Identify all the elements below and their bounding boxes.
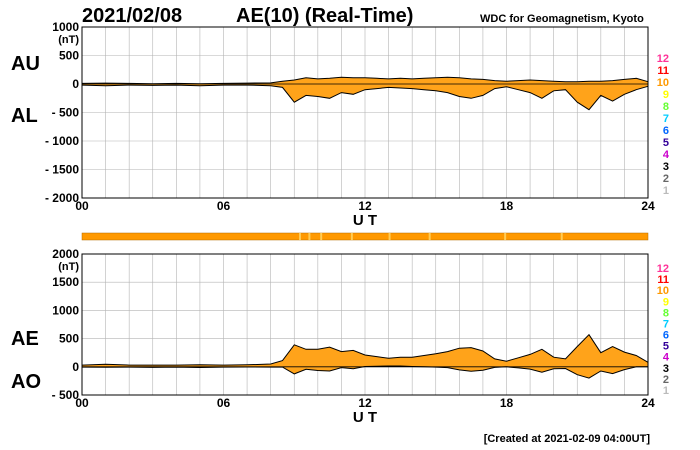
y-tick-label: 0 bbox=[72, 360, 79, 374]
x-tick-label: 18 bbox=[500, 199, 514, 213]
date-title: 2021/02/08 bbox=[82, 5, 182, 27]
x-tick-label: 06 bbox=[217, 396, 231, 410]
level-scale-label: 5 bbox=[663, 137, 669, 149]
chart-title: AE(10) (Real-Time) bbox=[236, 5, 413, 27]
y-tick-label: - 2000 bbox=[45, 191, 79, 205]
level-scale-label: 5 bbox=[663, 341, 669, 353]
level-scale-label: 11 bbox=[657, 65, 669, 77]
level-scale-label: 9 bbox=[663, 296, 669, 308]
plot-frame bbox=[81, 26, 649, 199]
level-scale-label: 11 bbox=[657, 274, 669, 286]
level-scale-label: 10 bbox=[657, 77, 669, 89]
level-scale-label: 12 bbox=[657, 263, 669, 275]
series-side-label-ae: AE bbox=[11, 328, 39, 350]
y-tick-label: 500 bbox=[59, 49, 79, 63]
x-tick-label: 24 bbox=[641, 396, 655, 410]
series-side-label-al: AL bbox=[11, 105, 38, 127]
x-tick-label: 06 bbox=[217, 199, 231, 213]
x-axis-label: U T bbox=[353, 409, 377, 426]
x-tick-label: 00 bbox=[75, 199, 89, 213]
unit-label: (nT) bbox=[58, 261, 79, 273]
y-tick-label: - 1000 bbox=[45, 134, 79, 148]
created-timestamp: [Created at 2021-02-09 04:00UT] bbox=[484, 433, 651, 445]
y-tick-label: 1000 bbox=[52, 20, 79, 34]
level-scale-label: 9 bbox=[663, 89, 669, 101]
level-scale-label: 4 bbox=[663, 149, 670, 161]
y-tick-label: - 500 bbox=[52, 106, 80, 120]
coverage-bar-fill bbox=[81, 232, 649, 241]
x-tick-label: 12 bbox=[358, 199, 372, 213]
coverage-bar-gap bbox=[560, 233, 563, 240]
level-scale-label: 12 bbox=[657, 53, 669, 65]
plot-frame bbox=[81, 253, 649, 396]
y-tick-label: 0 bbox=[72, 77, 79, 91]
level-scale-label: 8 bbox=[663, 101, 669, 113]
y-tick-label: 2000 bbox=[52, 247, 79, 261]
series-fill-area bbox=[82, 77, 648, 110]
level-scale-label: 1 bbox=[663, 185, 669, 197]
y-tick-label: - 1500 bbox=[45, 163, 79, 177]
level-scale-label: 2 bbox=[663, 173, 669, 185]
coverage-bar-gap bbox=[428, 233, 431, 240]
x-tick-label: 00 bbox=[75, 396, 89, 410]
y-tick-label: - 500 bbox=[52, 388, 80, 402]
x-tick-label: 18 bbox=[500, 396, 514, 410]
data-coverage-bar bbox=[81, 232, 649, 241]
x-axis-label: U T bbox=[353, 212, 377, 229]
y-tick-label: 1000 bbox=[52, 303, 79, 317]
coverage-bar-gap bbox=[504, 233, 507, 240]
level-scale-label: 6 bbox=[663, 330, 669, 342]
series-line-ae bbox=[81, 333, 649, 366]
coverage-bar-gap bbox=[320, 233, 323, 240]
level-scale-label: 8 bbox=[663, 307, 669, 319]
level-scale-label: 7 bbox=[663, 318, 669, 330]
series-line-al bbox=[81, 84, 649, 111]
source-label: WDC for Geomagnetism, Kyoto bbox=[480, 13, 644, 25]
au-al-panel: 1000 500 0 - 500 - 1000 - 1500 - 2000 (nT) 00 06 1… bbox=[11, 20, 670, 229]
coverage-bar-gap bbox=[298, 233, 301, 240]
level-scale-label: 10 bbox=[657, 285, 669, 297]
series-side-label-ao: AO bbox=[11, 371, 41, 393]
level-scale-label: 3 bbox=[663, 363, 669, 375]
level-scale-label: 7 bbox=[663, 113, 669, 125]
level-scale-label: 2 bbox=[663, 374, 669, 386]
x-tick-label: 12 bbox=[358, 396, 372, 410]
level-scale-label: 6 bbox=[663, 125, 669, 137]
series-side-label-au: AU bbox=[11, 53, 40, 75]
level-scale-label: 4 bbox=[663, 352, 670, 364]
coverage-bar-gap bbox=[388, 233, 391, 240]
y-tick-label: 500 bbox=[59, 332, 79, 346]
y-tick-label: 1500 bbox=[52, 275, 79, 289]
level-scale-label: 1 bbox=[663, 385, 669, 397]
unit-label: (nT) bbox=[58, 34, 79, 46]
level-scale-label: 3 bbox=[663, 161, 669, 173]
series-fill-area bbox=[82, 334, 648, 379]
coverage-bar-gap bbox=[350, 233, 353, 240]
x-tick-label: 24 bbox=[641, 199, 655, 213]
series-line-au bbox=[81, 76, 649, 85]
coverage-bar-gap bbox=[308, 233, 311, 240]
